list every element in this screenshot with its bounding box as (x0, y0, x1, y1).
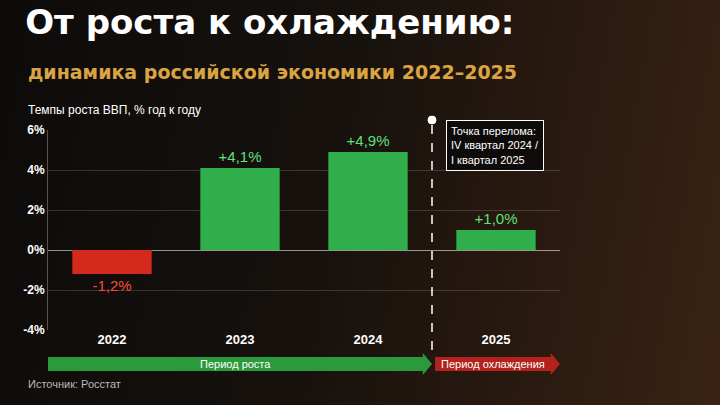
svg-text:6%: 6% (27, 123, 45, 137)
svg-text:-4%: -4% (23, 323, 45, 337)
svg-text:Период охлаждения: Период охлаждения (441, 358, 545, 370)
svg-text:2024: 2024 (354, 332, 384, 347)
svg-text:2025: 2025 (482, 332, 511, 347)
svg-text:Период роста: Период роста (200, 358, 271, 370)
svg-text:+4,9%: +4,9% (347, 132, 390, 149)
svg-text:2023: 2023 (226, 332, 255, 347)
svg-text:4%: 4% (27, 163, 45, 177)
svg-text:Источник: Росстат: Источник: Росстат (28, 378, 121, 390)
svg-text:2%: 2% (27, 203, 45, 217)
svg-text:0%: 0% (27, 243, 45, 257)
svg-text:2022: 2022 (98, 332, 127, 347)
svg-text:+4,1%: +4,1% (219, 148, 262, 165)
svg-text:+1,0%: +1,0% (475, 210, 518, 227)
svg-text:От роста к охлаждению:: От роста к охлаждению: (25, 2, 514, 42)
svg-text:Точка перелома:IV квартал 2024: Точка перелома:IV квартал 2024 /I кварта… (451, 125, 539, 166)
svg-text:-1,2%: -1,2% (92, 277, 131, 294)
svg-text:Темпы роста ВВП, % год к году: Темпы роста ВВП, % год к году (28, 103, 201, 117)
svg-text:динамика российской экономики: динамика российской экономики 2022–2025 (28, 61, 517, 83)
svg-text:-2%: -2% (23, 283, 45, 297)
